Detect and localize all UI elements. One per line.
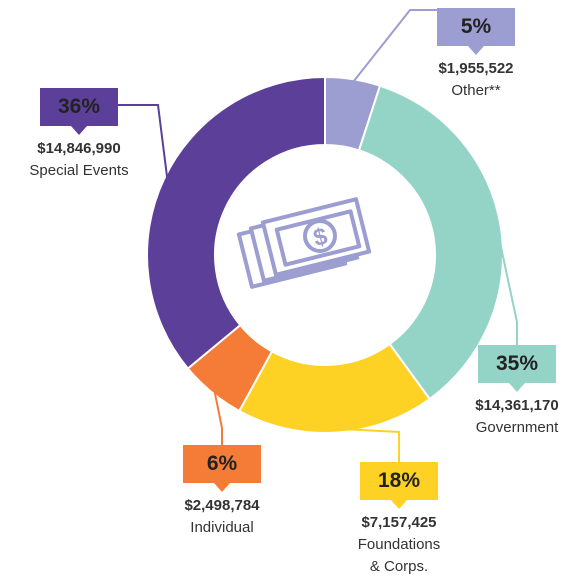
leader-line <box>495 227 518 345</box>
percent-label: 36% <box>57 95 101 118</box>
percent-label: 6% <box>206 452 238 475</box>
amount-label: $1,955,522 <box>438 60 514 77</box>
callout-pointer <box>391 500 407 509</box>
category-label: Individual <box>190 519 254 536</box>
donut-segment <box>146 75 326 370</box>
callout-box <box>478 345 556 383</box>
callout-pointer <box>214 483 230 492</box>
leader-line <box>351 9 437 84</box>
callout-pointer <box>468 46 484 55</box>
callout-box <box>183 445 261 483</box>
amount-label: $2,498,784 <box>184 497 260 514</box>
percent-label: 5% <box>460 15 492 38</box>
callout-box <box>40 88 118 126</box>
callout-pointer <box>509 383 525 392</box>
percent-label: 18% <box>377 469 421 492</box>
callout-box <box>437 8 515 46</box>
leader-line <box>118 104 169 182</box>
callout-pointer <box>71 126 87 135</box>
percent-label: 35% <box>495 352 539 375</box>
amount-label: $7,157,425 <box>361 514 437 531</box>
category-label: Foundations & Corps. <box>357 536 441 575</box>
money-icon: $ <box>236 197 372 289</box>
leader-line <box>335 427 400 462</box>
callout-box <box>360 462 438 500</box>
donut-segment <box>357 84 504 401</box>
amount-label: $14,361,170 <box>475 397 559 414</box>
amount-label: $14,846,990 <box>37 140 121 157</box>
category-label: Other** <box>451 82 501 99</box>
category-label: Government <box>475 419 559 436</box>
leader-line <box>213 388 223 445</box>
category-label: Special Events <box>29 162 129 179</box>
